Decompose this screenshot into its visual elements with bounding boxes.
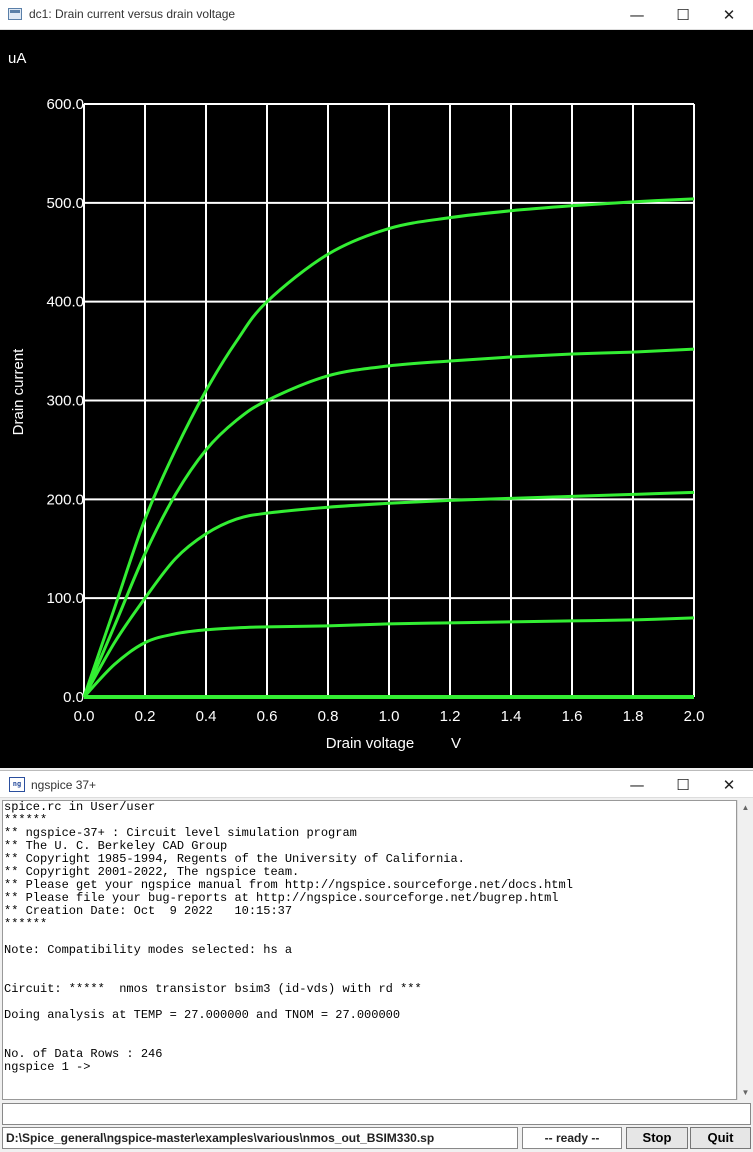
x-tick-label: 0.4 bbox=[196, 708, 217, 725]
x-tick-label: 0.6 bbox=[257, 708, 278, 725]
stop-button[interactable]: Stop bbox=[626, 1127, 688, 1149]
x-tick-label: 1.0 bbox=[379, 708, 400, 725]
y-unit-label: uA bbox=[8, 50, 26, 67]
x-axis-label: Drain voltage bbox=[326, 735, 414, 752]
y-tick-label: 0.0 bbox=[63, 689, 84, 706]
y-tick-label: 100.0 bbox=[46, 590, 84, 607]
plot-window: dc1: Drain current versus drain voltage … bbox=[0, 0, 753, 768]
series-line-3 bbox=[82, 347, 695, 698]
y-axis-label: Drain current bbox=[10, 348, 27, 436]
y-tick-label: 400.0 bbox=[46, 294, 84, 311]
y-tick-label: 200.0 bbox=[46, 491, 84, 508]
y-tick-label: 600.0 bbox=[46, 96, 84, 113]
scroll-up-icon[interactable]: ▲ bbox=[741, 803, 750, 812]
ngspice-icon: ng bbox=[9, 777, 25, 792]
command-input[interactable] bbox=[2, 1103, 751, 1125]
x-tick-label: 1.6 bbox=[562, 708, 583, 725]
x-tick-label: 0.0 bbox=[74, 708, 95, 725]
quit-button[interactable]: Quit bbox=[690, 1127, 751, 1149]
series-line-1 bbox=[82, 616, 695, 699]
series-line-2 bbox=[82, 490, 695, 698]
status-ready: -- ready -- bbox=[522, 1127, 622, 1149]
x-tick-label: 1.8 bbox=[623, 708, 644, 725]
close-icon[interactable]: ✕ bbox=[722, 6, 736, 24]
console-window-title: ngspice 37+ bbox=[31, 778, 97, 792]
console-window: ng ngspice 37+ — ☐ ✕ spice.rc in User/us… bbox=[0, 770, 753, 1152]
plot-window-title: dc1: Drain current versus drain voltage bbox=[29, 7, 236, 21]
close-icon[interactable]: ✕ bbox=[722, 776, 736, 794]
console-output-text: spice.rc in User/user ****** ** ngspice-… bbox=[4, 800, 573, 1074]
drain-current-chart: 0.0 0.2 0.4 0.6 0.8 1.0 1.2 1.4 1.6 1.8 2.0 0.0 100.… bbox=[8, 50, 705, 752]
scroll-down-icon[interactable]: ▼ bbox=[741, 1088, 750, 1097]
x-tick-label: 1.2 bbox=[440, 708, 461, 725]
series-line-4 bbox=[82, 197, 695, 698]
y-tick-label: 500.0 bbox=[46, 195, 84, 212]
plot-area[interactable]: 0.0 0.2 0.4 0.6 0.8 1.0 1.2 1.4 1.6 1.8 2.0 0.0 100.… bbox=[0, 30, 753, 768]
x-tick-label: 0.2 bbox=[135, 708, 156, 725]
window-icon bbox=[8, 8, 22, 20]
status-bar: D:\Spice_general\ngspice-master\examples… bbox=[0, 1127, 753, 1151]
console-output[interactable]: spice.rc in User/user ****** ** ngspice-… bbox=[2, 800, 737, 1100]
console-scrollbar[interactable]: ▲ ▼ bbox=[737, 800, 752, 1100]
y-tick-label: 300.0 bbox=[46, 393, 84, 410]
x-unit-label: V bbox=[451, 735, 461, 752]
minimize-icon[interactable]: — bbox=[629, 776, 645, 794]
x-tick-label: 2.0 bbox=[684, 708, 705, 725]
status-file-path: D:\Spice_general\ngspice-master\examples… bbox=[2, 1127, 518, 1149]
x-tick-label: 1.4 bbox=[501, 708, 522, 725]
console-titlebar[interactable]: ng ngspice 37+ — ☐ ✕ bbox=[0, 770, 753, 798]
maximize-icon[interactable]: ☐ bbox=[676, 776, 690, 794]
maximize-icon[interactable]: ☐ bbox=[676, 6, 690, 24]
x-tick-label: 0.8 bbox=[318, 708, 339, 725]
minimize-icon[interactable]: — bbox=[629, 6, 645, 24]
plot-titlebar[interactable]: dc1: Drain current versus drain voltage … bbox=[0, 0, 753, 30]
